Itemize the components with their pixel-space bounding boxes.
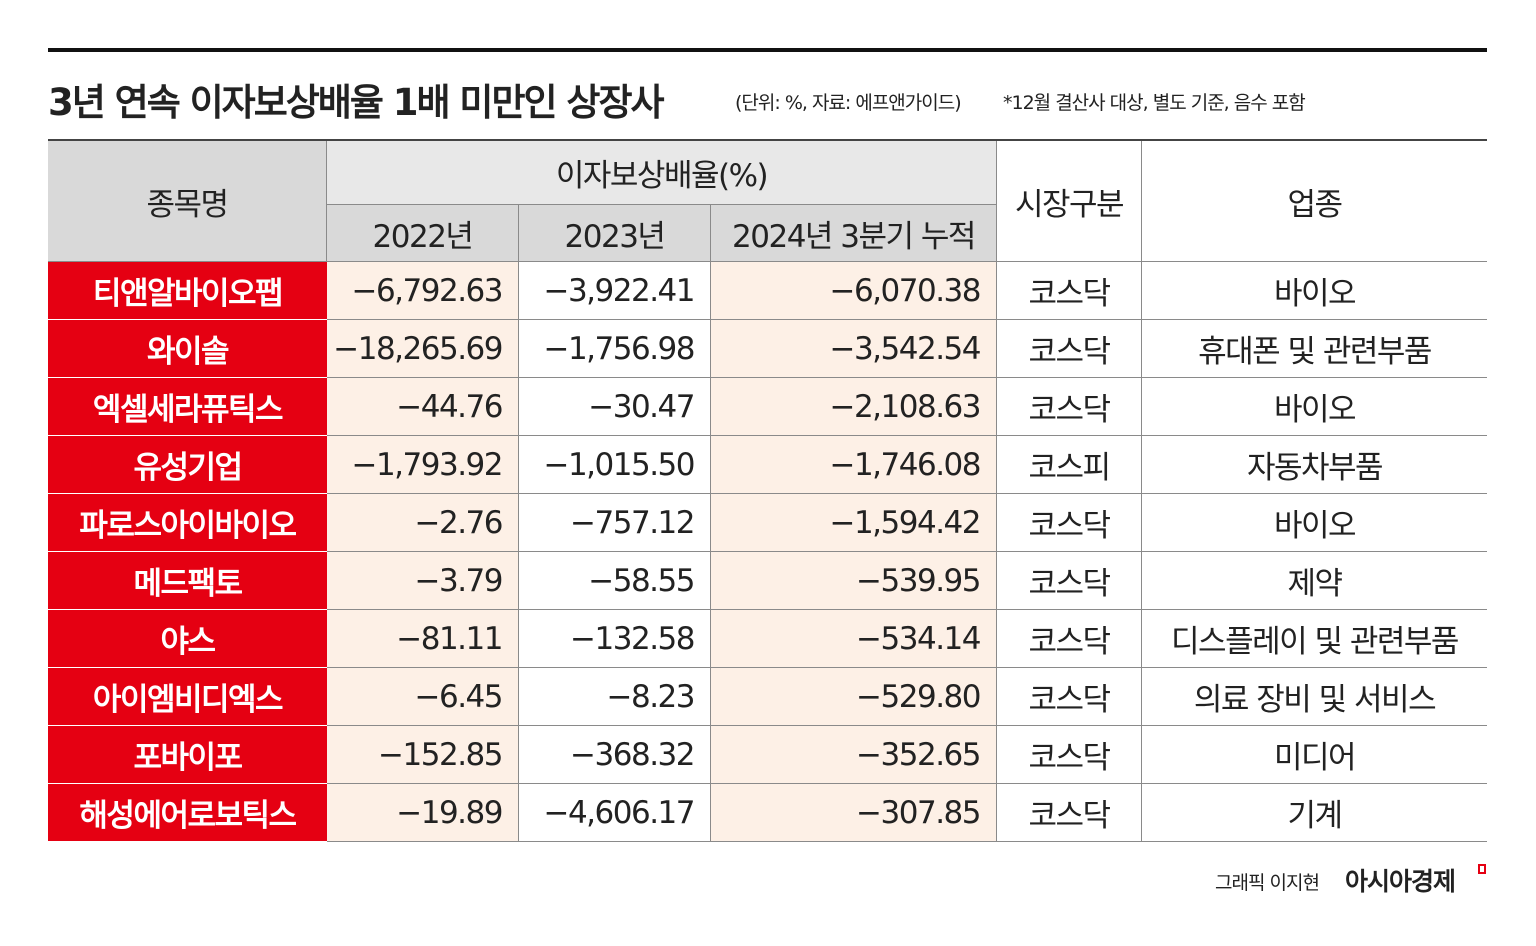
header-industry: 업종 [1142,141,1487,262]
market: 코스닥 [997,668,1142,726]
market: 코스피 [997,436,1142,494]
ratio-value: −529.80 [711,668,997,726]
header-year: 2024년 3분기 누적 [711,205,997,262]
company-name: 유성기업 [48,436,327,494]
ratio-value: −1,793.92 [327,436,519,494]
ratio-value: −3.79 [327,552,519,610]
market: 코스닥 [997,552,1142,610]
company-name: 와이솔 [48,320,327,378]
market: 코스닥 [997,726,1142,784]
top-rule [48,48,1487,52]
ratio-value: −58.55 [519,552,711,610]
header-market: 시장구분 [997,141,1142,262]
header-year: 2022년 [327,205,519,262]
ratio-value: −539.95 [711,552,997,610]
ratio-value: −1,594.42 [711,494,997,552]
table-top-rule [48,139,1487,141]
industry: 휴대폰 및 관련부품 [1142,320,1487,378]
company-name: 엑셀세라퓨틱스 [48,378,327,436]
company-name: 티앤알바이오팹 [48,262,327,320]
company-name: 파로스아이바이오 [48,494,327,552]
ratio-value: −307.85 [711,784,997,842]
industry: 디스플레이 및 관련부품 [1142,610,1487,668]
ratio-value: −6.45 [327,668,519,726]
market: 코스닥 [997,320,1142,378]
industry: 기계 [1142,784,1487,842]
industry: 바이오 [1142,494,1487,552]
credit-brand: 아시아경제 [1345,867,1456,896]
header-year: 2023년 [519,205,711,262]
header-ratio: 이자보상배율(%) [327,141,997,205]
credit-graphic: 그래픽 이지현 [1215,872,1320,894]
title: 3년 연속 이자보상배율 1배 미만인 상장사 [48,81,665,124]
ratio-value: −3,542.54 [711,320,997,378]
company-name: 포바이포 [48,726,327,784]
market: 코스닥 [997,610,1142,668]
ratio-value: −132.58 [519,610,711,668]
industry: 제약 [1142,552,1487,610]
brand-mark [1478,864,1486,874]
market: 코스닥 [997,378,1142,436]
ratio-value: −81.11 [327,610,519,668]
ratio-value: −3,922.41 [519,262,711,320]
ratio-value: −1,015.50 [519,436,711,494]
ratio-value: −30.47 [519,378,711,436]
company-name: 아이엠비디엑스 [48,668,327,726]
ratio-value: −18,265.69 [327,320,519,378]
industry: 바이오 [1142,378,1487,436]
company-name: 메드팩토 [48,552,327,610]
ratio-value: −6,070.38 [711,262,997,320]
industry: 바이오 [1142,262,1487,320]
market: 코스닥 [997,784,1142,842]
note: *12월 결산사 대상, 별도 기준, 음수 포함 [1003,92,1306,114]
ratio-value: −1,756.98 [519,320,711,378]
ratio-value: −6,792.63 [327,262,519,320]
market: 코스닥 [997,262,1142,320]
company-name: 야스 [48,610,327,668]
industry: 자동차부품 [1142,436,1487,494]
unit-note: (단위: %, 자료: 에프앤가이드) [735,92,962,114]
ratio-value: −2,108.63 [711,378,997,436]
ratio-value: −2.76 [327,494,519,552]
ratio-value: −152.85 [327,726,519,784]
market: 코스닥 [997,494,1142,552]
industry: 의료 장비 및 서비스 [1142,668,1487,726]
ratio-value: −4,606.17 [519,784,711,842]
ratio-value: −1,746.08 [711,436,997,494]
ratio-value: −8.23 [519,668,711,726]
ratio-value: −757.12 [519,494,711,552]
industry: 미디어 [1142,726,1487,784]
ratio-value: −19.89 [327,784,519,842]
ratio-value: −534.14 [711,610,997,668]
company-name: 해성에어로보틱스 [48,784,327,842]
ratio-value: −368.32 [519,726,711,784]
header-name: 종목명 [48,141,327,262]
ratio-value: −44.76 [327,378,519,436]
ratio-value: −352.65 [711,726,997,784]
